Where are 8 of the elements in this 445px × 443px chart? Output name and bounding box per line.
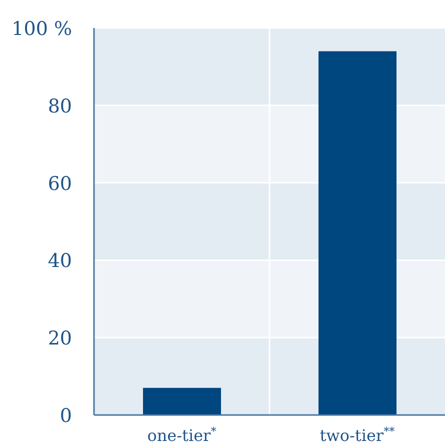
y-tick-label: 40 [48, 250, 72, 272]
y-tick-label: 20 [48, 328, 72, 350]
x-tick-label: one-tier$^{*}$ [147, 424, 217, 443]
y-tick-label: 0 [60, 405, 72, 427]
x-tick-label: two-tier$^{**}$ [320, 424, 396, 443]
y-tick-label: 100 % [12, 18, 72, 40]
y-tick-label: 60 [48, 172, 72, 195]
y-tick-label: 80 [48, 95, 72, 118]
